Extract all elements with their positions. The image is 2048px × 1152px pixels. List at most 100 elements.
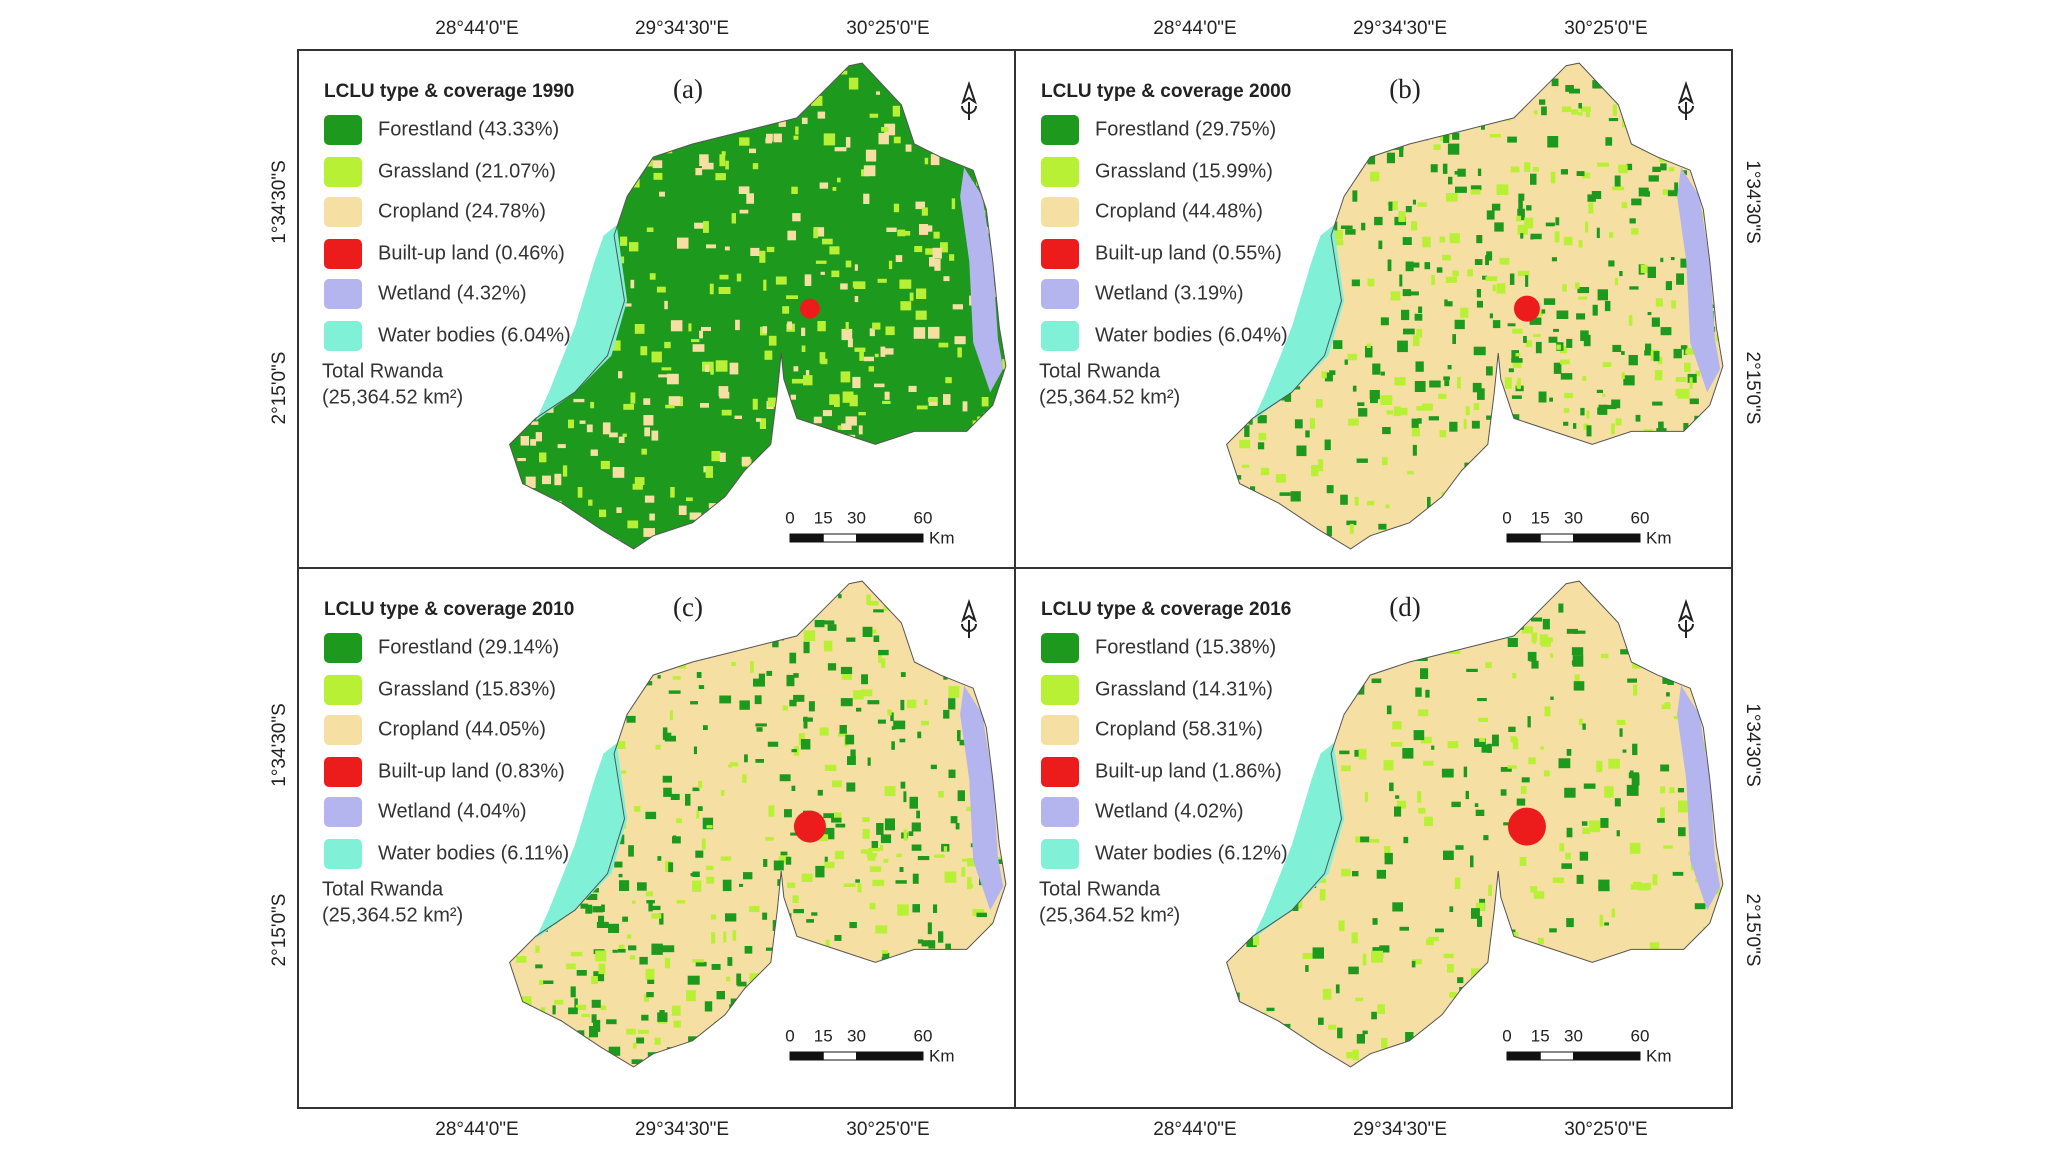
map-patch bbox=[1524, 217, 1534, 229]
map-patch bbox=[1639, 122, 1648, 131]
scale-label: 60 bbox=[1631, 1026, 1650, 1045]
map-patch bbox=[1447, 143, 1460, 155]
map-patch bbox=[582, 134, 593, 146]
map-patch bbox=[741, 1067, 751, 1078]
map-patch bbox=[745, 481, 750, 488]
map-patch bbox=[1386, 410, 1394, 415]
map-patch bbox=[1291, 673, 1301, 681]
map-patch bbox=[1630, 884, 1642, 890]
map-patch bbox=[775, 276, 787, 285]
map-patch bbox=[791, 749, 797, 753]
map-patch bbox=[1469, 984, 1481, 996]
map-patch bbox=[701, 327, 711, 331]
map-patch bbox=[861, 674, 868, 685]
map-patch bbox=[1258, 432, 1267, 441]
total-label: Total Rwanda bbox=[322, 360, 444, 382]
map-patch bbox=[996, 857, 1006, 862]
map-patch bbox=[900, 301, 912, 311]
map-patch bbox=[568, 1007, 578, 1015]
map-patch bbox=[980, 945, 986, 957]
map-patch bbox=[697, 806, 703, 811]
map-patch bbox=[1552, 877, 1564, 883]
map-patch bbox=[1300, 256, 1310, 260]
map-patch bbox=[1657, 356, 1663, 365]
map-patch bbox=[758, 466, 766, 478]
map-patch bbox=[768, 506, 773, 516]
map-patch bbox=[1385, 504, 1390, 509]
map-patch bbox=[1364, 655, 1373, 668]
map-patch bbox=[1472, 382, 1482, 393]
map-patch bbox=[630, 392, 636, 404]
map-patch bbox=[849, 922, 857, 929]
map-patch bbox=[1714, 814, 1722, 820]
map-patch bbox=[973, 1071, 979, 1079]
map-patch bbox=[1638, 883, 1649, 891]
map-patch bbox=[789, 699, 797, 707]
map-patch bbox=[791, 785, 796, 791]
map-patch bbox=[584, 751, 597, 756]
map-patch bbox=[554, 622, 559, 631]
map-patch bbox=[644, 630, 653, 635]
map-patch bbox=[758, 673, 765, 684]
map-patch bbox=[912, 873, 919, 884]
map-patch bbox=[772, 582, 785, 591]
map-patch bbox=[628, 1070, 634, 1073]
map-patch bbox=[1227, 229, 1235, 236]
map-patch bbox=[1519, 1060, 1530, 1067]
map-patch bbox=[1483, 480, 1491, 487]
map-patch bbox=[1694, 415, 1705, 426]
map-patch bbox=[1660, 257, 1664, 263]
map-patch bbox=[971, 648, 980, 657]
map-patch bbox=[843, 883, 856, 887]
map-patch bbox=[863, 356, 874, 362]
map-patch bbox=[720, 637, 733, 648]
map-patch bbox=[957, 1018, 969, 1030]
map-patch bbox=[868, 600, 879, 606]
map-patch bbox=[1392, 201, 1398, 211]
map-patch bbox=[1716, 508, 1723, 519]
map-patch bbox=[957, 790, 965, 802]
map-patch bbox=[752, 63, 765, 73]
map-patch bbox=[1604, 786, 1614, 798]
lake-kivu bbox=[1252, 225, 1345, 421]
map-patch bbox=[1396, 407, 1408, 416]
map-patch bbox=[1500, 492, 1510, 499]
map-patch bbox=[945, 377, 952, 384]
map-patch bbox=[541, 1047, 552, 1053]
map-patch bbox=[668, 396, 681, 406]
map-patch bbox=[1333, 340, 1343, 349]
map-patch bbox=[622, 433, 627, 437]
map-patch bbox=[1611, 399, 1621, 409]
map-patch bbox=[805, 955, 818, 963]
map-patch bbox=[561, 676, 568, 680]
map-patch bbox=[576, 970, 587, 976]
map-patch bbox=[662, 945, 675, 953]
map-patch bbox=[1377, 1004, 1385, 1014]
map-patch bbox=[586, 203, 590, 214]
map-patch bbox=[909, 111, 919, 123]
map-patch bbox=[626, 934, 632, 939]
map-patch bbox=[1500, 106, 1512, 119]
map-patch bbox=[1486, 251, 1493, 261]
map-patch bbox=[630, 279, 635, 289]
map-patch bbox=[825, 949, 830, 957]
map-patch bbox=[525, 281, 537, 290]
map-patch bbox=[1702, 72, 1714, 82]
map-patch bbox=[1259, 361, 1270, 365]
map-patch bbox=[629, 955, 636, 960]
map-patch bbox=[1652, 166, 1661, 172]
map-patch bbox=[1239, 552, 1247, 562]
map-patch bbox=[646, 140, 656, 150]
map-patch bbox=[612, 606, 621, 610]
map-patch bbox=[1386, 152, 1395, 164]
map-patch bbox=[885, 326, 895, 336]
map-patch bbox=[1345, 229, 1356, 235]
map-patch bbox=[1496, 980, 1509, 985]
map-patch bbox=[1398, 211, 1406, 222]
legend-label: Built-up land (0.55%) bbox=[1095, 242, 1282, 264]
map-patch bbox=[1604, 922, 1609, 926]
map-patch bbox=[1372, 363, 1381, 375]
map-patch bbox=[1250, 486, 1256, 492]
map-patch bbox=[872, 988, 876, 997]
map-patch bbox=[791, 186, 798, 194]
